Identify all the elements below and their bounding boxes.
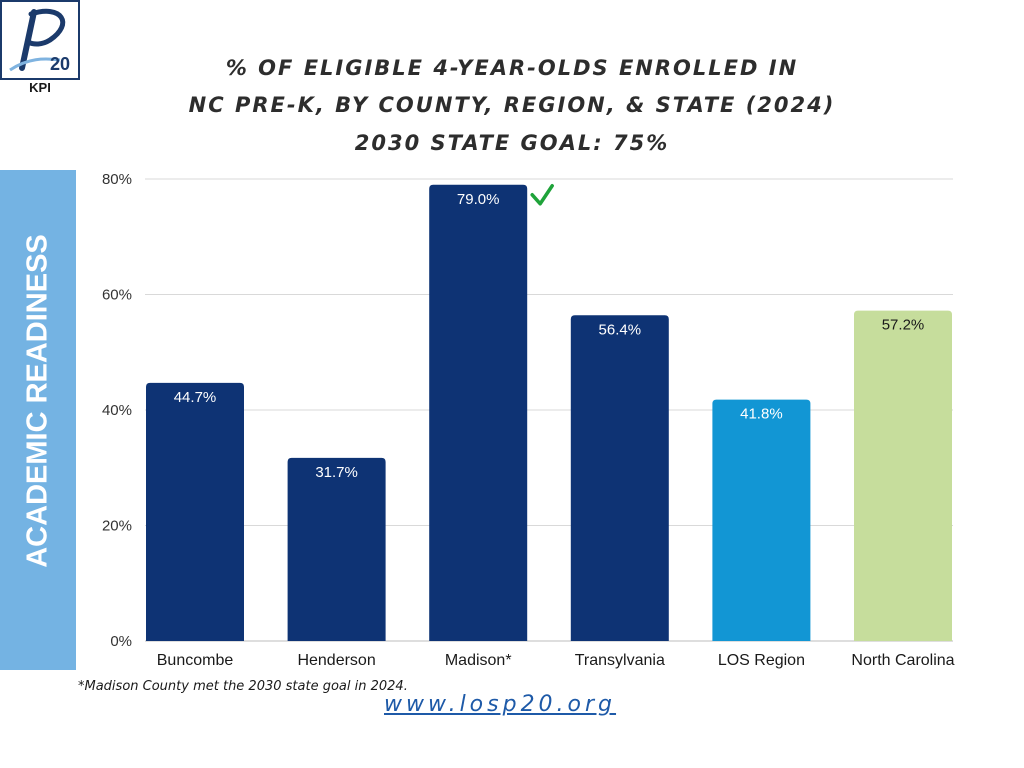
logo-caption: KPI: [29, 80, 51, 95]
side-band: [0, 170, 76, 670]
bar: [854, 310, 952, 641]
chart-title-line-1: % OF ELIGIBLE 4-YEAR-OLDS ENROLLED IN: [225, 56, 799, 80]
bar: [570, 315, 669, 641]
bar: [712, 399, 811, 641]
bar: [429, 184, 528, 641]
chart-title-line-2: NC PRE-K, BY COUNTY, REGION, & STATE (20…: [188, 93, 836, 117]
bar: [287, 457, 386, 641]
x-tick-label: North Carolina: [851, 652, 954, 669]
data-label: 57.2%: [882, 317, 925, 334]
x-tick-label: Henderson: [297, 652, 375, 669]
logo-text: 20: [50, 54, 70, 74]
y-tick-label: 20%: [102, 518, 132, 535]
y-tick-label: 80%: [102, 171, 132, 188]
y-tick-label: 0%: [110, 633, 132, 650]
x-tick-label: Buncombe: [157, 652, 234, 669]
chart-title-line-3: 2030 STATE GOAL: 75%: [354, 131, 670, 155]
data-label: 31.7%: [315, 464, 358, 481]
logo: 20: [0, 0, 80, 80]
website-link[interactable]: www.losp20.org: [384, 692, 617, 717]
bar: [146, 382, 244, 641]
data-label: 56.4%: [599, 321, 642, 338]
x-tick-label: Transylvania: [575, 652, 665, 669]
y-tick-label: 40%: [102, 402, 132, 419]
footnote: *Madison County met the 2030 state goal …: [78, 679, 408, 694]
x-tick-label: Madison*: [445, 652, 512, 669]
x-tick-label: LOS Region: [718, 652, 805, 669]
data-label: 41.8%: [740, 406, 783, 423]
data-label: 44.7%: [174, 389, 217, 406]
y-tick-label: 60%: [102, 287, 132, 304]
data-label: 79.0%: [457, 191, 500, 208]
check-icon: [530, 184, 554, 206]
